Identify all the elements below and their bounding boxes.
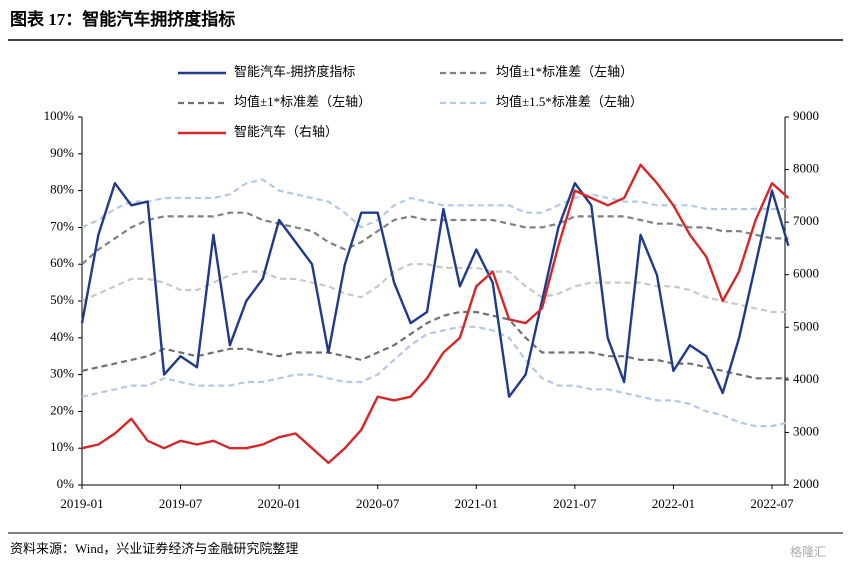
y-tick-label: 70% — [50, 218, 74, 233]
y2-tick-label: 5000 — [793, 318, 819, 333]
y2-tick-label: 9000 — [793, 108, 819, 123]
legend-label: 智能汽车（右轴） — [234, 124, 338, 139]
x-tick-label: 2020-07 — [356, 496, 400, 511]
y-tick-label: 50% — [50, 292, 74, 307]
x-tick-label: 2022-07 — [750, 496, 794, 511]
x-tick-label: 2019-01 — [60, 496, 103, 511]
series-line — [81, 211, 789, 266]
y2-tick-label: 4000 — [793, 371, 819, 386]
legend-label: 智能汽车-拥挤度指标 — [234, 64, 355, 79]
series-line — [81, 178, 789, 229]
chart-title: 图表 17：智能汽车拥挤度指标 — [10, 9, 235, 29]
legend-label: 均值±1*标准差（左轴） — [496, 64, 633, 79]
series-line — [80, 181, 790, 398]
y2-tick-label: 8000 — [793, 161, 819, 176]
y2-tick-label: 6000 — [793, 266, 819, 281]
y2-tick-label: 3000 — [793, 423, 819, 438]
y2-tick-label: 2000 — [793, 476, 819, 491]
x-tick-label: 2019-07 — [159, 496, 203, 511]
legend-label: 均值±1*标准差（左轴） — [234, 94, 371, 109]
y-tick-label: 60% — [50, 255, 74, 270]
x-tick-label: 2021-01 — [455, 496, 498, 511]
y-tick-label: 10% — [50, 439, 74, 454]
source: 资料来源：Wind，兴业证券经济与金融研究院整理 — [10, 541, 298, 556]
y-tick-label: 40% — [50, 329, 74, 344]
y-tick-label: 20% — [50, 402, 74, 417]
band-line — [81, 325, 789, 428]
series-line — [81, 163, 790, 465]
x-tick-label: 2022-01 — [652, 496, 695, 511]
y2-tick-label: 7000 — [793, 213, 819, 228]
y-tick-label: 80% — [50, 182, 74, 197]
legend-label: 均值±1.5*标准差（左轴） — [496, 94, 643, 109]
y-tick-label: 100% — [44, 108, 75, 123]
x-tick-label: 2021-07 — [553, 496, 597, 511]
y-tick-label: 0% — [57, 476, 75, 491]
band-line — [81, 263, 789, 314]
series-line — [81, 310, 789, 380]
watermark: 格隆汇 — [790, 544, 826, 559]
x-tick-label: 2020-01 — [257, 496, 300, 511]
y-tick-label: 30% — [50, 366, 74, 381]
y-tick-label: 90% — [50, 145, 74, 160]
